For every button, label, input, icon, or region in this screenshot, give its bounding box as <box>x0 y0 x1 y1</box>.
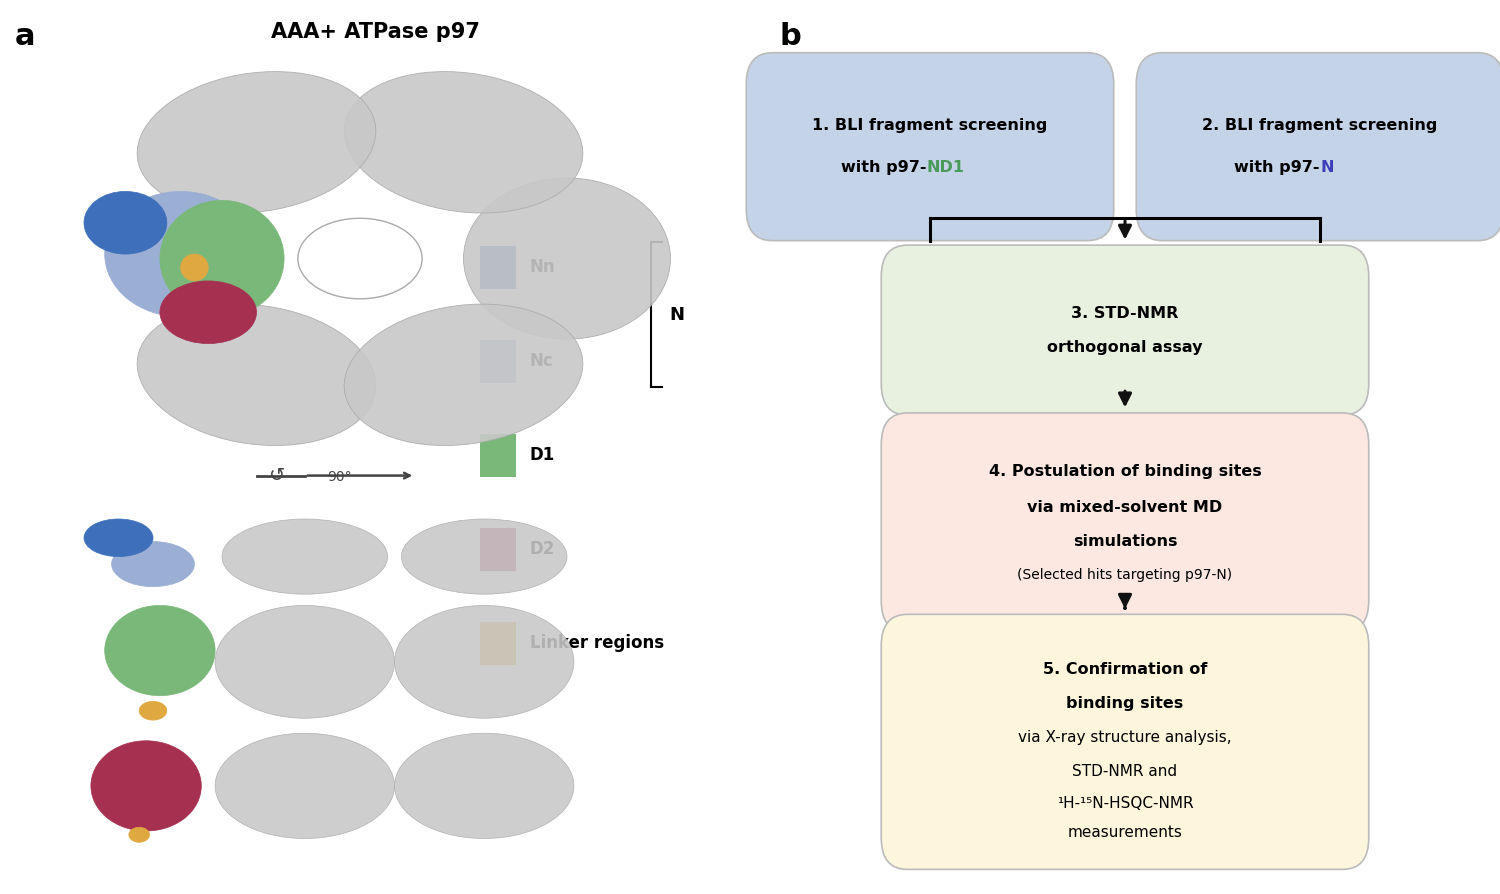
Ellipse shape <box>92 741 201 831</box>
Ellipse shape <box>129 827 150 842</box>
Ellipse shape <box>136 305 376 446</box>
Text: simulations: simulations <box>1072 534 1178 548</box>
Text: 90°: 90° <box>327 469 351 483</box>
FancyBboxPatch shape <box>480 247 516 290</box>
FancyBboxPatch shape <box>480 434 516 477</box>
Ellipse shape <box>394 733 574 839</box>
Text: D2: D2 <box>530 539 555 557</box>
Text: via mixed-solvent MD: via mixed-solvent MD <box>1028 500 1222 514</box>
FancyBboxPatch shape <box>1137 54 1500 241</box>
Ellipse shape <box>160 282 256 344</box>
Ellipse shape <box>84 519 153 557</box>
Ellipse shape <box>160 201 284 317</box>
FancyBboxPatch shape <box>882 246 1368 416</box>
Text: Nn: Nn <box>530 257 555 275</box>
Ellipse shape <box>136 72 376 214</box>
Circle shape <box>298 219 422 299</box>
Text: binding sites: binding sites <box>1066 696 1184 710</box>
FancyBboxPatch shape <box>747 54 1113 241</box>
Text: ND1: ND1 <box>926 160 964 174</box>
Text: ↺: ↺ <box>268 465 285 485</box>
Text: 4. Postulation of binding sites: 4. Postulation of binding sites <box>988 464 1262 478</box>
Text: via X-ray structure analysis,: via X-ray structure analysis, <box>1019 730 1232 744</box>
Ellipse shape <box>214 606 394 719</box>
Text: b: b <box>780 22 801 51</box>
FancyBboxPatch shape <box>480 528 516 571</box>
Ellipse shape <box>105 192 256 317</box>
Text: with p97-: with p97- <box>1234 160 1320 174</box>
Ellipse shape <box>344 72 584 214</box>
Text: N: N <box>1320 160 1334 174</box>
Text: AAA+ ATPase p97: AAA+ ATPase p97 <box>270 22 480 42</box>
FancyBboxPatch shape <box>882 413 1368 633</box>
Ellipse shape <box>105 606 214 696</box>
Text: measurements: measurements <box>1068 824 1182 839</box>
Text: 2. BLI fragment screening: 2. BLI fragment screening <box>1203 118 1437 132</box>
Text: with p97-: with p97- <box>840 160 926 174</box>
Ellipse shape <box>464 179 670 340</box>
Ellipse shape <box>402 519 567 595</box>
Text: a: a <box>15 22 36 51</box>
Ellipse shape <box>140 702 166 721</box>
Ellipse shape <box>111 542 195 587</box>
Text: Linker regions: Linker regions <box>530 633 663 651</box>
Text: (Selected hits targeting p97-N): (Selected hits targeting p97-N) <box>1017 568 1233 582</box>
Text: 1. BLI fragment screening: 1. BLI fragment screening <box>813 118 1047 132</box>
Ellipse shape <box>84 192 166 255</box>
Ellipse shape <box>180 255 209 282</box>
FancyBboxPatch shape <box>480 622 516 665</box>
FancyBboxPatch shape <box>480 341 516 384</box>
Ellipse shape <box>344 305 584 446</box>
Ellipse shape <box>214 733 394 839</box>
Text: 5. Confirmation of: 5. Confirmation of <box>1042 662 1208 676</box>
Text: STD-NMR and: STD-NMR and <box>1072 763 1178 778</box>
Text: D1: D1 <box>530 445 555 463</box>
Text: N: N <box>670 306 686 325</box>
Text: orthogonal assay: orthogonal assay <box>1047 340 1203 354</box>
Text: 3. STD-NMR: 3. STD-NMR <box>1071 306 1179 320</box>
Ellipse shape <box>394 606 574 719</box>
FancyBboxPatch shape <box>882 615 1368 869</box>
Text: Nc: Nc <box>530 351 554 369</box>
Ellipse shape <box>222 519 387 595</box>
Text: ¹H-¹⁵N-HSQC-NMR: ¹H-¹⁵N-HSQC-NMR <box>1056 796 1194 810</box>
